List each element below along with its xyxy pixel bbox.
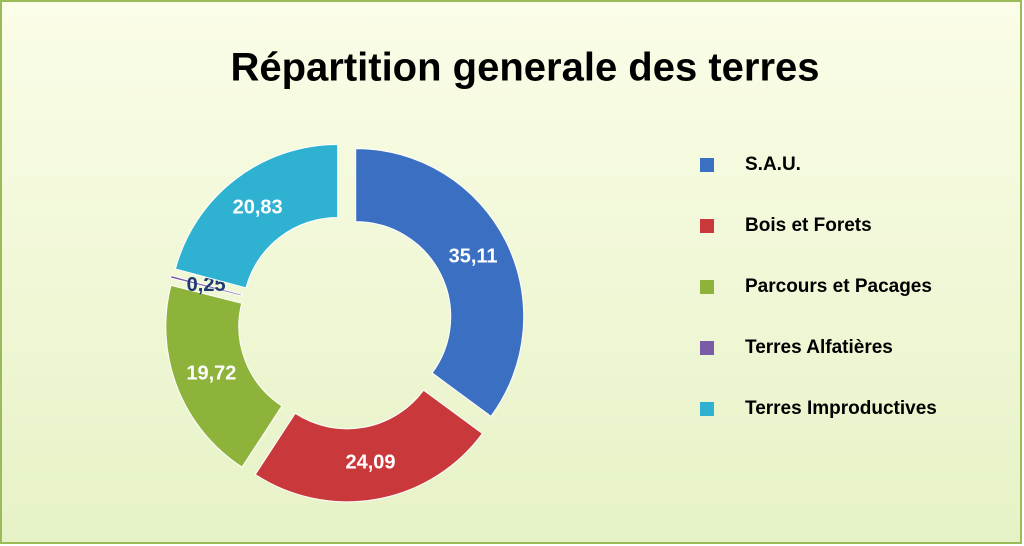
legend-label: Parcours et Pacages xyxy=(745,276,932,297)
chart-title: Répartition generale des terres xyxy=(230,46,819,90)
legend-label: S.A.U. xyxy=(745,154,801,175)
value-label: 19,72 xyxy=(186,363,236,385)
legend-marker xyxy=(700,219,714,233)
legend-label: Terres Improductives xyxy=(745,398,937,419)
legend-label: Terres Alfatières xyxy=(745,337,893,358)
legend-label: Bois et Forets xyxy=(745,215,872,236)
slice xyxy=(174,143,339,289)
legend-marker xyxy=(700,158,714,172)
legend-marker xyxy=(700,280,714,294)
slice xyxy=(165,284,283,468)
slice xyxy=(254,389,484,503)
legend-marker xyxy=(700,402,714,416)
value-label: 20,83 xyxy=(233,196,283,218)
slice xyxy=(355,148,525,417)
legend-marker xyxy=(700,341,714,355)
value-label: 35,11 xyxy=(449,246,498,268)
value-label: 24,09 xyxy=(345,451,395,473)
slice xyxy=(169,274,243,297)
